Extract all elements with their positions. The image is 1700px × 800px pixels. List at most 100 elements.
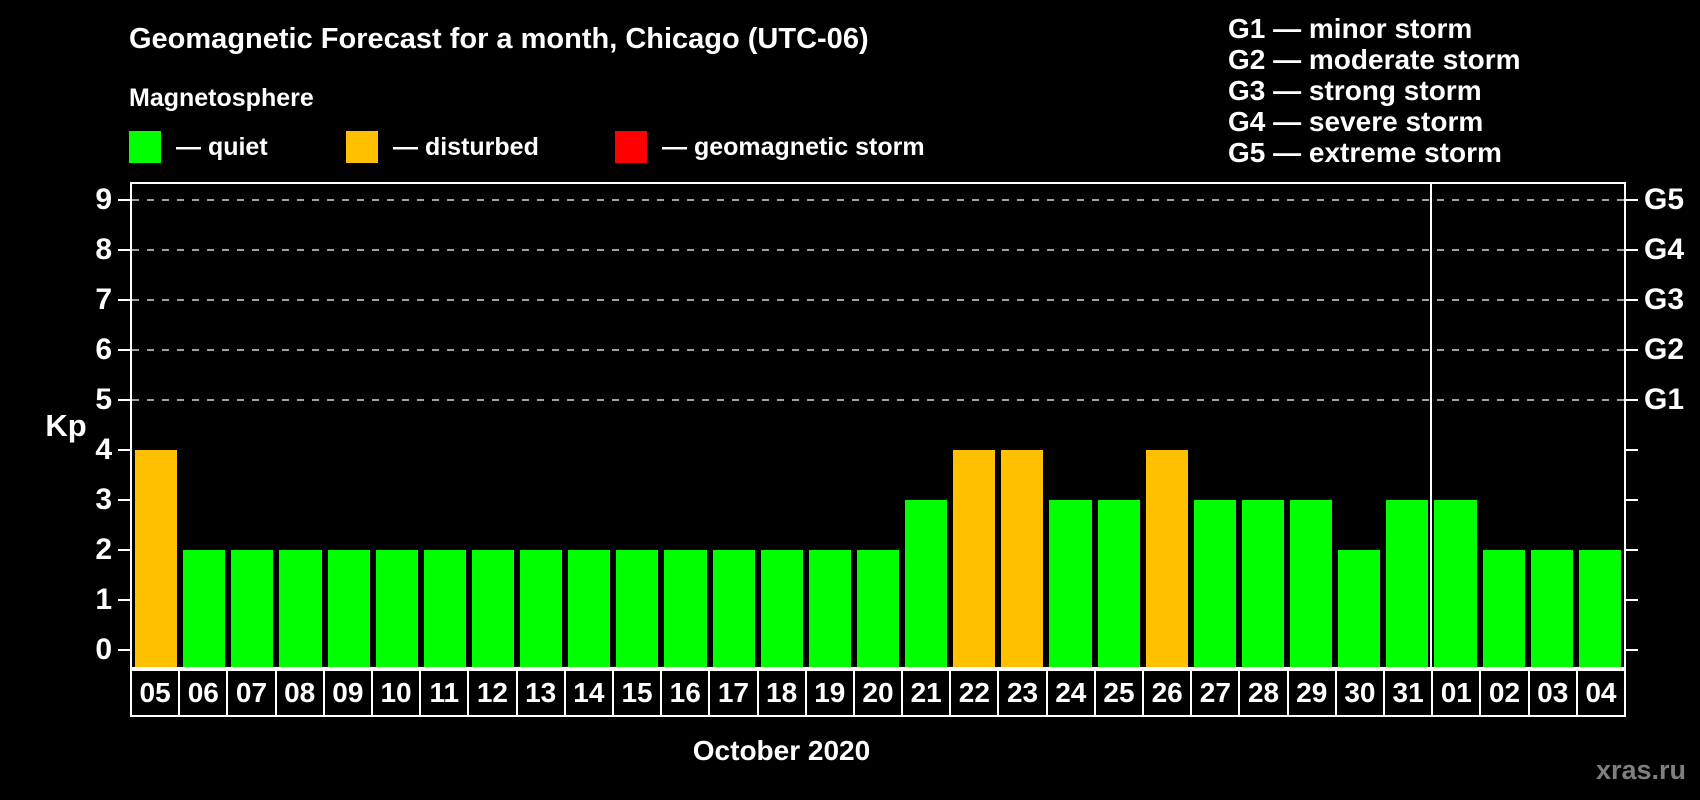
right-axis-tick (1626, 649, 1638, 651)
g-scale-label-g3: G3 (1644, 283, 1685, 316)
kp-bar-day-28 (1241, 500, 1285, 667)
y-axis-tick-label: 1 (95, 583, 112, 616)
kp-bar-day-21 (905, 500, 948, 667)
day-label-cell-28: 28 (1238, 669, 1289, 717)
plot-inner (132, 184, 1624, 667)
day-label-cell-04: 04 (1575, 669, 1626, 717)
right-axis-tick (1626, 599, 1638, 601)
day-label-cell-14: 14 (563, 669, 614, 717)
day-label-cell-17: 17 (708, 669, 759, 717)
day-axis: 05 06 07 08 09 10 11 12 13 14 15 16 17 18 19 20 21 22 23 24… (130, 669, 1626, 717)
day-label-cell-06: 06 (178, 669, 229, 717)
kp-bar-day-05 (135, 450, 178, 667)
day-label-cell-19: 19 (804, 669, 855, 717)
day-label-cell-09: 09 (322, 669, 373, 717)
day-label-cell-11: 11 (419, 669, 470, 717)
kp-bar-day-16 (664, 550, 707, 667)
left-axis-tick (118, 349, 130, 351)
legend-item-storm: — geomagnetic storm (615, 131, 925, 163)
legend-item-label: — geomagnetic storm (662, 132, 925, 161)
kp-bar-day-31 (1386, 500, 1429, 667)
gridline-kp6 (132, 349, 1624, 351)
chart-title: Geomagnetic Forecast for a month, Chicag… (129, 23, 869, 55)
gridline-kp7 (132, 299, 1624, 301)
kp-bar-day-07 (231, 550, 274, 667)
left-axis-tick (118, 599, 130, 601)
gridline-kp5 (132, 399, 1624, 401)
right-axis-tick (1626, 499, 1638, 501)
day-label-cell-02: 02 (1479, 669, 1530, 717)
right-axis-tick (1626, 349, 1638, 351)
kp-bar-day-09 (327, 550, 370, 667)
right-axis-tick (1626, 299, 1638, 301)
kp-bar-day-23 (1001, 450, 1044, 667)
kp-bar-day-03 (1530, 550, 1573, 667)
kp-bar-day-30 (1338, 550, 1381, 667)
quiet-color-swatch (129, 131, 161, 163)
right-axis-tick (1626, 449, 1638, 451)
g-scale-label-g4: G4 (1644, 233, 1685, 266)
magnetosphere-legend: — quiet — disturbed — geomagnetic storm (0, 131, 1100, 169)
day-label-cell-24: 24 (1045, 669, 1096, 717)
y-axis-tick-label: 5 (95, 383, 112, 416)
day-label-cell-01: 01 (1431, 669, 1482, 717)
right-axis-tick (1626, 199, 1638, 201)
day-label-cell-21: 21 (901, 669, 952, 717)
kp-bar-day-22 (953, 450, 996, 667)
y-axis-tick-label: 2 (95, 533, 112, 566)
day-label-cell-26: 26 (1142, 669, 1193, 717)
kp-bar-day-29 (1290, 500, 1333, 667)
kp-bar-day-10 (375, 550, 418, 667)
kp-bar-day-13 (520, 550, 563, 667)
right-axis-tick (1626, 549, 1638, 551)
gridline-kp8 (132, 249, 1624, 251)
kp-bar-day-18 (760, 550, 803, 667)
storm-scale-line-g2: G2 — moderate storm (1228, 44, 1521, 75)
day-label-cell-22: 22 (949, 669, 1000, 717)
kp-bar-day-12 (471, 550, 515, 667)
day-label-cell-23: 23 (997, 669, 1048, 717)
day-label-cell-20: 20 (852, 669, 904, 717)
left-axis-tick (118, 649, 130, 651)
left-axis-tick (118, 199, 130, 201)
storm-scale-line-g3: G3 — strong storm (1228, 75, 1482, 106)
storm-scale-legend: G1 — minor storm G2 — moderate storm G3 … (1228, 13, 1521, 168)
gridline-kp9 (132, 199, 1624, 201)
left-axis-tick (118, 249, 130, 251)
day-label-cell-16: 16 (660, 669, 711, 717)
day-label-cell-18: 18 (756, 669, 807, 717)
y-axis-tick-label: 6 (95, 333, 112, 366)
legend-item-quiet: — quiet (129, 131, 268, 163)
day-label-cell-12: 12 (467, 669, 518, 717)
g-scale-label-g5: G5 (1644, 183, 1685, 216)
day-label-cell-30: 30 (1334, 669, 1386, 717)
kp-bar-day-24 (1049, 500, 1092, 667)
day-label-cell-03: 03 (1527, 669, 1578, 717)
day-label-cell-15: 15 (611, 669, 663, 717)
y-axis-tick-label: 7 (95, 283, 112, 316)
y-axis-tick-label: 4 (95, 433, 112, 466)
left-axis-tick (118, 299, 130, 301)
y-axis-tick-label: 9 (95, 183, 112, 216)
kp-bar-day-19 (808, 550, 851, 667)
kp-bar-day-25 (1097, 500, 1140, 667)
kp-bar-day-08 (279, 550, 322, 667)
kp-bar-day-06 (183, 550, 226, 667)
kp-bar-day-15 (616, 550, 659, 667)
kp-bar-day-17 (712, 550, 755, 667)
g-scale-label-g2: G2 (1644, 333, 1685, 366)
day-label-cell-29: 29 (1286, 669, 1337, 717)
storm-scale-line-g1: G1 — minor storm (1228, 13, 1473, 44)
g-scale-label-g1: G1 (1644, 383, 1685, 416)
kp-bar-day-04 (1578, 550, 1621, 667)
day-label-cell-13: 13 (515, 669, 566, 717)
kp-bar-day-14 (568, 550, 611, 667)
disturbed-color-swatch (346, 131, 378, 163)
storm-scale-line-g5: G5 — extreme storm (1228, 137, 1502, 168)
day-label-cell-08: 08 (274, 669, 325, 717)
kp-bar-day-20 (856, 550, 900, 667)
day-label-cell-10: 10 (370, 669, 422, 717)
day-label-cell-31: 31 (1383, 669, 1434, 717)
y-axis-title: Kp (45, 408, 87, 443)
